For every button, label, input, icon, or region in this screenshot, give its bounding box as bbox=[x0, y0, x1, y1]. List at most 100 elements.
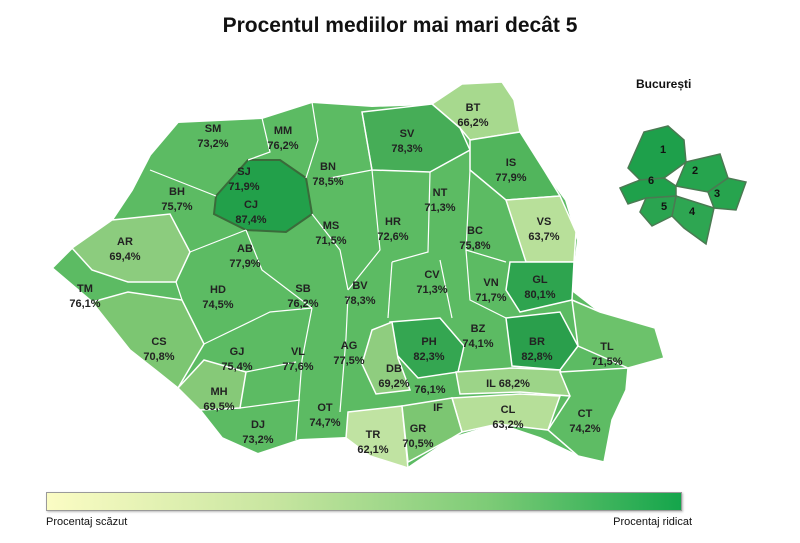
county-code-sj: SJ bbox=[237, 166, 250, 178]
sector-label-6: 6 bbox=[648, 175, 654, 187]
county-code-vs: VS bbox=[537, 216, 552, 228]
county-value-sb: 76,2% bbox=[287, 298, 318, 310]
county-code-cs: CS bbox=[151, 336, 166, 348]
sector-labels: 1 2 3 4 5 6 bbox=[648, 144, 720, 218]
county-code-tm: TM bbox=[77, 283, 93, 295]
county-value-ms: 71,5% bbox=[315, 235, 346, 247]
county-code-sm: SM bbox=[205, 123, 222, 135]
county-shape-gr bbox=[401, 397, 463, 464]
county-value-dj: 73,2% bbox=[242, 434, 273, 446]
county-code-gj: GJ bbox=[230, 346, 245, 358]
sector-5-shape bbox=[639, 195, 677, 227]
county-value-vl: 77,6% bbox=[282, 361, 313, 373]
county-code-hd: HD bbox=[210, 284, 226, 296]
county-value-sj: 71,9% bbox=[228, 181, 259, 193]
county-value-bc: 75,8% bbox=[459, 240, 490, 252]
county-code-bv: BV bbox=[352, 280, 368, 292]
danube-delta bbox=[626, 368, 640, 390]
county-code-ar: AR bbox=[117, 236, 133, 248]
county-borders bbox=[149, 101, 507, 441]
county-value-if: 76,1% bbox=[414, 384, 445, 396]
county-code-ms: MS bbox=[323, 220, 340, 232]
county-value-hr: 72,6% bbox=[377, 231, 408, 243]
county-value-cj: 87,4% bbox=[235, 214, 266, 226]
county-code-dj: DJ bbox=[251, 419, 265, 431]
county-value-tm: 76,1% bbox=[69, 298, 100, 310]
county-code-ot: OT bbox=[317, 402, 333, 414]
bucuresti-inset bbox=[618, 125, 747, 246]
county-shape-gl bbox=[505, 261, 575, 313]
county-code-is: IS bbox=[506, 157, 516, 169]
county-value-vn: 71,7% bbox=[475, 292, 506, 304]
county-labels: SM 73,2% MM 76,2% BT 66,2% SV 78,3% SJ 71,9% BN 78,… bbox=[69, 102, 622, 456]
county-value-bz: 74,1% bbox=[462, 338, 493, 350]
county-code-bt: BT bbox=[466, 102, 481, 114]
sector-4-shape bbox=[671, 195, 715, 246]
legend-low-label: Procentaj scăzut bbox=[46, 516, 128, 528]
county-shape-br bbox=[505, 311, 579, 371]
county-code-tl: TL bbox=[600, 341, 614, 353]
county-value-is: 77,9% bbox=[495, 172, 526, 184]
county-value-bv: 78,3% bbox=[344, 295, 375, 307]
county-code-bn: BN bbox=[320, 161, 336, 173]
county-code-ag: AG bbox=[341, 340, 358, 352]
county-code-cv: CV bbox=[424, 269, 440, 281]
sector-3-shape bbox=[707, 177, 747, 211]
county-value-ot: 74,7% bbox=[309, 417, 340, 429]
county-value-vs: 63,7% bbox=[528, 231, 559, 243]
sector-label-1: 1 bbox=[660, 144, 666, 156]
county-value-nt: 71,3% bbox=[424, 202, 455, 214]
county-shape-tr bbox=[345, 405, 409, 470]
sector-label-2: 2 bbox=[692, 165, 698, 177]
county-code-mm: MM bbox=[274, 125, 292, 137]
county-shape-vs bbox=[504, 195, 577, 263]
county-value-bh: 75,7% bbox=[161, 201, 192, 213]
county-value-tl: 71,5% bbox=[591, 356, 622, 368]
county-value-cl: 63,2% bbox=[492, 419, 523, 431]
sector-1-shape bbox=[627, 125, 687, 181]
county-code-br: BR bbox=[529, 336, 545, 348]
county-value-ag: 77,5% bbox=[333, 355, 364, 367]
sector-6-shape bbox=[618, 177, 677, 205]
sector-label-5: 5 bbox=[661, 201, 667, 213]
county-code-sv: SV bbox=[400, 128, 415, 140]
legend-gradient-bar bbox=[46, 492, 682, 511]
county-value-gj: 75,4% bbox=[221, 361, 252, 373]
county-value-bt: 66,2% bbox=[457, 117, 488, 129]
county-value-db: 69,2% bbox=[378, 378, 409, 390]
county-shape-db bbox=[361, 320, 412, 395]
map-title: Procentul mediilor mai mari decât 5 bbox=[222, 14, 578, 37]
county-shape-cs bbox=[90, 291, 205, 390]
county-code-cj: CJ bbox=[244, 199, 258, 211]
county-shape-ct bbox=[547, 367, 629, 463]
county-value-ph: 82,3% bbox=[413, 351, 444, 363]
county-code-tr: TR bbox=[366, 429, 381, 441]
county-code-mh: MH bbox=[210, 386, 227, 398]
county-code-ct: CT bbox=[578, 408, 593, 420]
county-code-db: DB bbox=[386, 363, 402, 375]
county-value-cs: 70,8% bbox=[143, 351, 174, 363]
county-value-tr: 62,1% bbox=[357, 444, 388, 456]
county-code-bz: BZ bbox=[471, 323, 486, 335]
county-code-vn: VN bbox=[483, 277, 498, 289]
county-value-br: 82,8% bbox=[521, 351, 552, 363]
inset-title: București bbox=[636, 77, 692, 91]
county-code-bc: BC bbox=[467, 225, 483, 237]
county-shape-ar bbox=[70, 213, 191, 283]
county-value-sv: 78,3% bbox=[391, 143, 422, 155]
county-code-vl: VL bbox=[291, 346, 305, 358]
county-value-hd: 74,5% bbox=[202, 299, 233, 311]
county-code-gr: GR bbox=[410, 423, 427, 435]
county-code-if: IF bbox=[433, 402, 443, 414]
county-shape-mh bbox=[176, 359, 247, 411]
county-value-gl: 80,1% bbox=[524, 289, 555, 301]
county-shape-tl bbox=[571, 298, 665, 369]
county-code-bh: BH bbox=[169, 186, 185, 198]
county-value-ct: 74,2% bbox=[569, 423, 600, 435]
county-value-cv: 71,3% bbox=[416, 284, 447, 296]
county-value-mh: 69,5% bbox=[203, 401, 234, 413]
sector-label-4: 4 bbox=[689, 206, 696, 218]
county-label-il: IL 68,2% bbox=[486, 378, 530, 390]
county-code-gl: GL bbox=[532, 274, 548, 286]
